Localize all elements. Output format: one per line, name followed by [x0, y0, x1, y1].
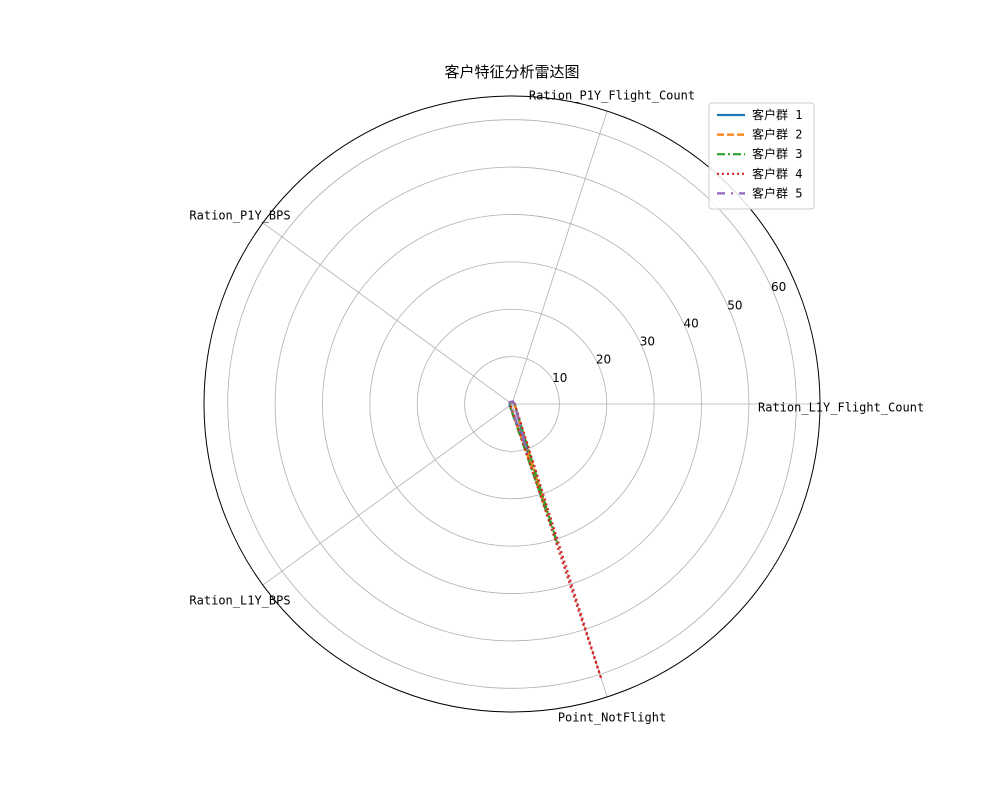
spoke-Ration_P1Y_Flight_Count [511, 110, 608, 405]
spoke-Ration_P1Y_BPS [262, 222, 513, 405]
series-line-4 [508, 400, 603, 680]
legend: 客户群 1 客户群 2 客户群 3 客户群 4 客户群 5 [708, 102, 815, 210]
axis-label-Ration_L1Y_Flight_Count: Ration_L1Y_Flight_Count [758, 401, 924, 415]
radial-tick-label: 50 [727, 298, 742, 312]
chart-title: 客户特征分析雷达图 [444, 63, 579, 81]
radial-tick-label: 30 [640, 335, 655, 349]
legend-label-2: 客户群 2 [752, 127, 802, 142]
legend-frame [708, 102, 815, 210]
radial-tick-label: 60 [771, 280, 786, 294]
radial-tick-label: 20 [596, 353, 611, 367]
series-line-5 [508, 400, 528, 451]
series-layer [508, 400, 603, 680]
axis-labels: Ration_L1Y_Flight_Count Ration_P1Y_Flight… [189, 89, 924, 725]
spoke-Ration_L1Y_BPS [262, 403, 513, 586]
axis-label-Ration_L1Y_BPS: Ration_L1Y_BPS [189, 594, 290, 608]
legend-label-1: 客户群 1 [752, 107, 802, 122]
legend-label-3: 客户群 3 [752, 146, 802, 161]
axis-label-Ration_P1Y_Flight_Count: Ration_P1Y_Flight_Count [529, 89, 695, 103]
legend-label-4: 客户群 4 [752, 166, 802, 181]
polar-frame [203, 95, 821, 713]
radar-grid: 10 20 30 40 50 60 [203, 95, 821, 713]
radial-tick-label: 40 [683, 316, 698, 330]
axis-label-Point_NotFlight: Point_NotFlight [558, 711, 666, 725]
radial-tick-label: 10 [552, 371, 567, 385]
legend-label-5: 客户群 5 [752, 185, 802, 200]
axis-label-Ration_P1Y_BPS: Ration_P1Y_BPS [189, 209, 290, 223]
